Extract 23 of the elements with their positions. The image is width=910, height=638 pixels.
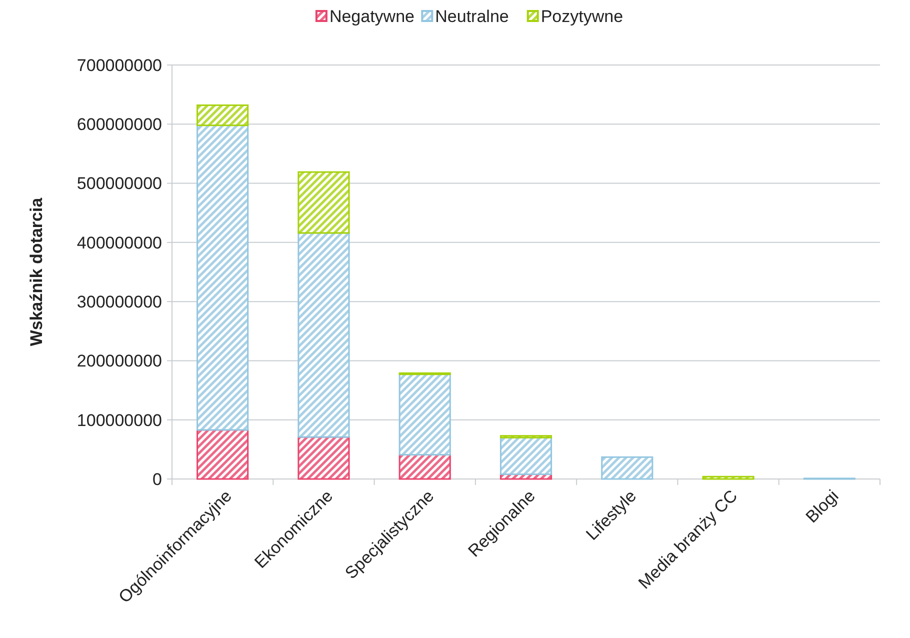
- bar: [601, 456, 654, 480]
- y-tick-label: 100000000: [76, 410, 162, 430]
- y-tick-label: 300000000: [76, 292, 162, 312]
- y-tick-label: 600000000: [76, 115, 162, 134]
- legend-label: Pozytywne: [540, 6, 624, 26]
- y-axis-title: Wskaźnik dotarcia: [27, 197, 46, 346]
- bar: [500, 436, 552, 476]
- bar: [298, 171, 350, 234]
- y-tick-label: 500000000: [76, 174, 162, 194]
- bar: [196, 124, 249, 431]
- bar: [298, 436, 350, 480]
- legend-label: Neutralne: [435, 6, 509, 26]
- bar: [196, 104, 249, 126]
- bar: [398, 374, 451, 456]
- y-tick-label: 700000000: [76, 56, 162, 75]
- legend-label: Negatywne: [329, 6, 415, 26]
- y-tick-label: 200000000: [76, 352, 162, 371]
- y-tick-label: 400000000: [76, 233, 162, 252]
- bar: [298, 232, 350, 438]
- y-tick-label: 0: [152, 470, 162, 489]
- bar: [398, 454, 451, 480]
- bar: [702, 476, 754, 480]
- bar: [196, 429, 249, 480]
